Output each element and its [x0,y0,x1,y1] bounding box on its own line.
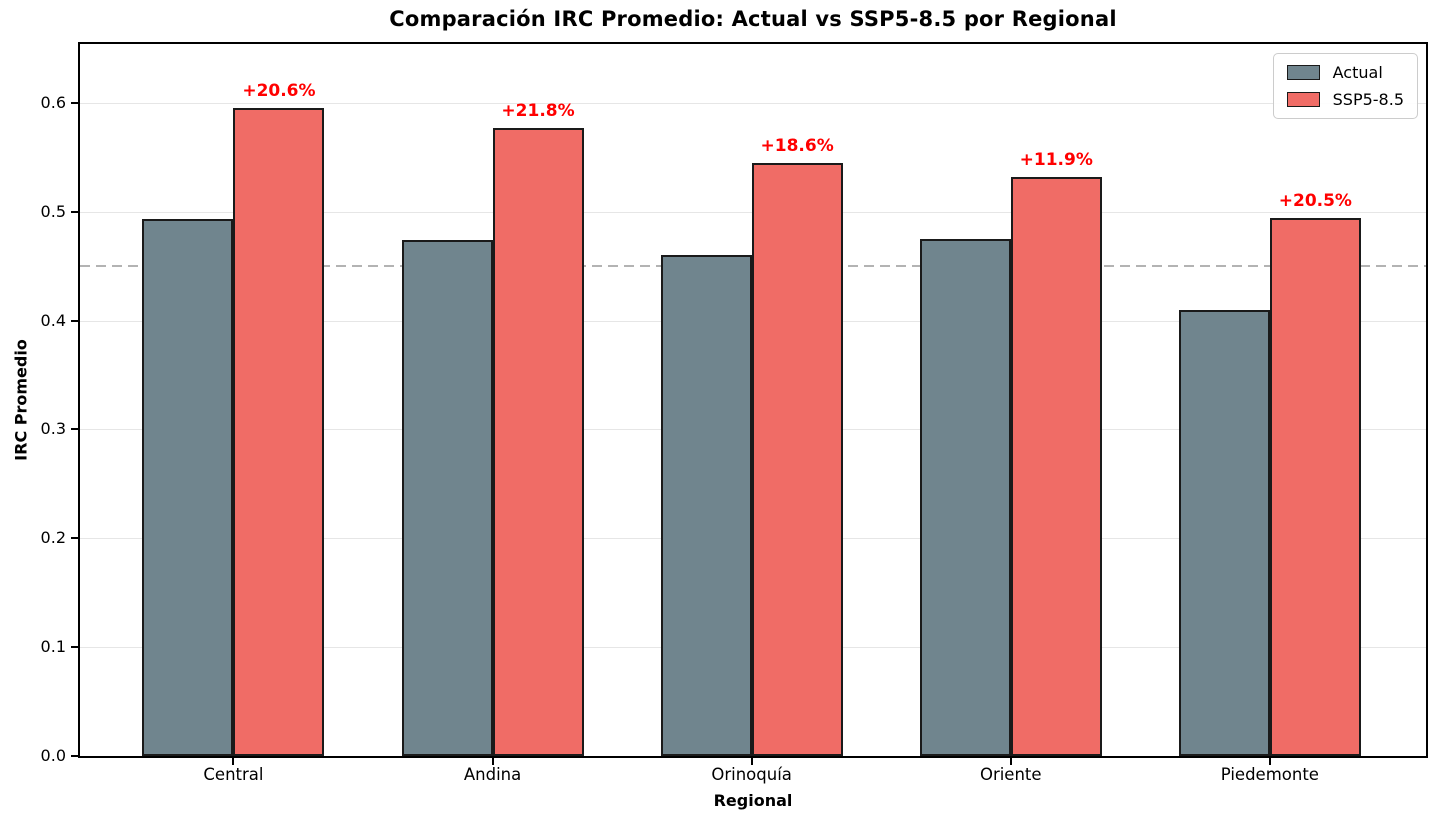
bar-actual-piedemonte [1178,309,1270,756]
x-tick-mark [1268,758,1271,765]
y-tick-label: 0.5 [40,201,66,221]
bar-ssp5-8-5-andina [492,127,584,756]
x-tick-label-oriente: Oriente [979,765,1042,784]
y-tick-mark [71,755,78,757]
y-tick-label: 0.2 [40,528,66,548]
x-tick-mark [491,758,494,765]
y-tick-mark [71,428,78,431]
bar-ssp5-8-5-piedemonte [1269,218,1361,756]
legend-item-actual: Actual [1286,63,1404,82]
bar-ssp5-8-5-central [233,108,325,756]
bar-actual-orinoquia [660,255,752,756]
percent-increase-label-andina: +21.8% [501,100,575,121]
bar-ssp5-8-5-orinoquia [751,162,843,756]
x-axis-label: Regional [713,791,793,810]
y-tick-mark [71,101,78,104]
y-tick-label: 0.3 [40,419,66,439]
y-tick-mark [71,646,78,649]
plot-area: +20.6% +21.8% +18.6% +11.9% +20.5% [78,42,1428,758]
legend-label-ssp5-8-5: SSP5-8.5 [1332,90,1404,109]
y-tick-mark [71,537,78,540]
legend: Actual SSP5-8.5 [1272,53,1418,119]
x-tick-label-central: Central [203,765,264,784]
x-tick-label-orinoquia: Orinoquía [711,765,792,784]
y-tick-label: 0.6 [40,92,66,112]
legend-label-actual: Actual [1332,63,1383,82]
percent-increase-label-orinoquia: +18.6% [760,135,834,156]
percent-increase-label-central: +20.6% [242,81,316,102]
x-tick-label-andina: Andina [463,765,522,784]
y-tick-mark [71,319,78,322]
x-tick-mark [232,758,235,765]
percent-increase-label-oriente: +11.9% [1019,149,1093,170]
y-tick-label: 0.4 [40,310,66,330]
y-tick-label: 0.0 [40,746,66,765]
x-tick-label-piedemonte: Piedemonte [1220,765,1319,784]
y-axis-label: IRC Promedio [11,339,31,461]
y-tick-label: 0.1 [40,637,66,657]
bar-ssp5-8-5-oriente [1010,176,1102,756]
percent-increase-label-piedemonte: +20.5% [1278,191,1352,212]
bar-actual-central [142,219,234,756]
chart-title: Comparación IRC Promedio: Actual vs SSP5… [389,7,1117,31]
y-tick-mark [71,210,78,213]
bar-actual-oriente [919,238,1011,756]
legend-item-ssp5-8-5: SSP5-8.5 [1286,90,1404,109]
bar-actual-andina [401,239,493,756]
legend-swatch-ssp5-8-5 [1286,92,1320,107]
gridline-y-0.6 [80,102,1426,104]
x-tick-mark [750,758,753,765]
legend-swatch-actual [1286,65,1320,80]
x-tick-mark [1009,758,1012,765]
